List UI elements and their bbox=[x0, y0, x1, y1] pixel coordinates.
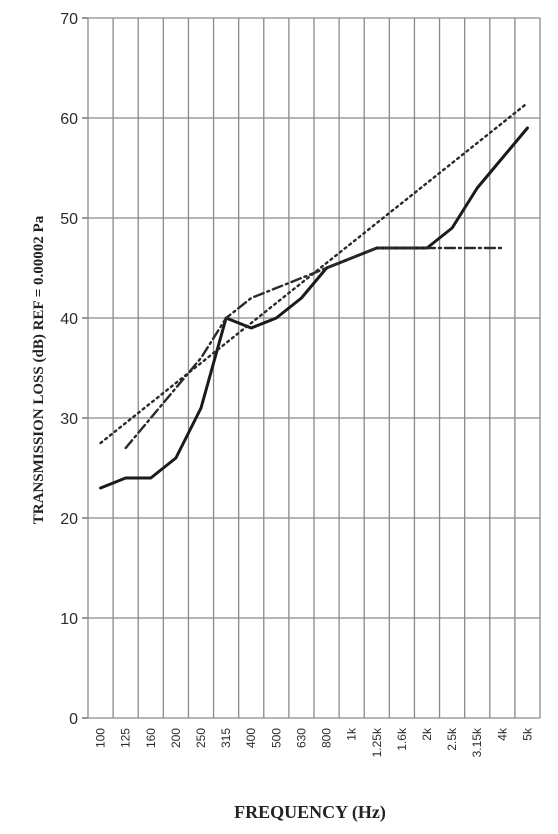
series-group bbox=[99, 101, 529, 490]
series-line-dash-dot bbox=[124, 246, 504, 450]
y-tick-label: 70 bbox=[60, 11, 78, 28]
y-tick-label: 30 bbox=[60, 411, 78, 428]
y-axis-title: TRANSMISSION LOSS (dB) REF = 0.00002 Pa bbox=[31, 215, 47, 524]
x-tick-label: 630 bbox=[294, 728, 308, 748]
x-tick-label: 800 bbox=[320, 728, 334, 748]
x-tick-label: 1.25k bbox=[370, 727, 384, 757]
y-tick-label: 10 bbox=[60, 611, 78, 628]
grid bbox=[82, 17, 541, 719]
y-tick-label: 60 bbox=[60, 111, 78, 128]
x-tick-label: 2k bbox=[420, 727, 434, 741]
y-tick-label: 50 bbox=[60, 211, 78, 228]
x-tick-label: 1k bbox=[345, 727, 359, 741]
ticks-group: 0 10 20 30 40 50 60 70 100 125 160 200 250 315 400 500 6… bbox=[60, 11, 534, 757]
x-tick-label: 1.6k bbox=[395, 727, 409, 751]
y-tick-label: 40 bbox=[60, 311, 78, 328]
y-tick-label: 0 bbox=[69, 711, 78, 728]
x-tick-label: 315 bbox=[219, 728, 233, 748]
x-tick-label: 400 bbox=[244, 728, 258, 748]
x-tick-label: 200 bbox=[169, 728, 183, 748]
x-tick-label: 2.5k bbox=[445, 727, 459, 751]
x-tick-label: 125 bbox=[119, 728, 133, 748]
x-tick-label: 500 bbox=[269, 728, 283, 748]
x-tick-label: 3.15k bbox=[470, 727, 484, 757]
x-tick-label: 4k bbox=[495, 727, 509, 741]
x-tick-label: 100 bbox=[94, 728, 108, 748]
series-line-solid bbox=[99, 126, 529, 490]
x-axis-title: FREQUENCY (Hz) bbox=[234, 802, 386, 823]
y-tick-label: 20 bbox=[60, 511, 78, 528]
x-tick-label: 160 bbox=[144, 728, 158, 748]
x-tick-label: 5k bbox=[520, 727, 534, 741]
x-tick-label: 250 bbox=[194, 728, 208, 748]
